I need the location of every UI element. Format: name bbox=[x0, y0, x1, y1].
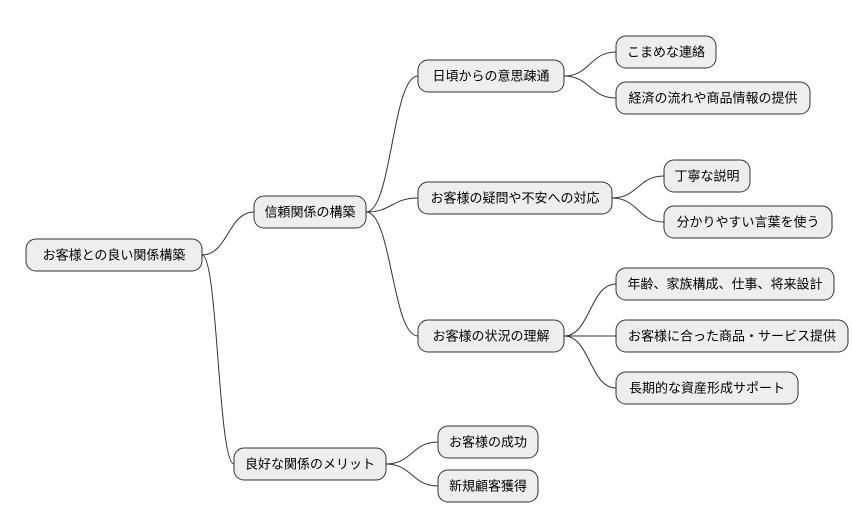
edge bbox=[366, 76, 418, 212]
mindmap-diagram: お客様との良い関係構築信頼関係の構築良好な関係のメリット日頃からの意思疎通お客様… bbox=[0, 0, 852, 527]
node-l4: 分かりやすい言葉を使う bbox=[664, 206, 832, 238]
node-label: お客様の状況の理解 bbox=[432, 329, 549, 344]
node-label: こまめな連絡 bbox=[627, 45, 705, 60]
node-label: 経済の流れや商品情報の提供 bbox=[628, 91, 797, 106]
nodes-group: お客様との良い関係構築信頼関係の構築良好な関係のメリット日頃からの意思疎通お客様… bbox=[26, 36, 848, 502]
node-label: 日頃からの意思疎通 bbox=[432, 69, 549, 84]
node-label: お客様の成功 bbox=[449, 435, 527, 450]
edge bbox=[564, 76, 616, 98]
node-label: 長期的な資産形成サポート bbox=[629, 381, 785, 396]
node-l3: 丁寧な説明 bbox=[664, 160, 750, 192]
node-root: お客様との良い関係構築 bbox=[26, 239, 202, 271]
edge bbox=[564, 336, 616, 388]
node-label: お客様との良い関係構築 bbox=[43, 248, 186, 263]
node-label: 分かりやすい言葉を使う bbox=[676, 215, 819, 230]
node-b2b: 新規顧客獲得 bbox=[438, 470, 538, 502]
node-b1a: 日頃からの意思疎通 bbox=[418, 60, 564, 92]
node-b1b: お客様の疑問や不安への対応 bbox=[418, 182, 612, 214]
edge bbox=[366, 198, 418, 212]
node-b1c: お客様の状況の理解 bbox=[418, 320, 564, 352]
node-l5: 年齢、家族構成、仕事、将来設計 bbox=[616, 268, 834, 300]
edges-group bbox=[202, 52, 664, 486]
node-label: お客様に合った商品・サービス提供 bbox=[628, 329, 836, 344]
edge bbox=[564, 52, 616, 76]
node-label: 年齢、家族構成、仕事、将来設計 bbox=[627, 277, 822, 292]
node-b2a: お客様の成功 bbox=[438, 426, 538, 458]
edge bbox=[386, 464, 438, 486]
node-l7: 長期的な資産形成サポート bbox=[616, 372, 798, 404]
node-label: 新規顧客獲得 bbox=[449, 479, 527, 494]
edge bbox=[202, 255, 234, 464]
edge bbox=[564, 284, 616, 336]
node-label: 良好な関係のメリット bbox=[245, 457, 375, 472]
node-label: 信頼関係の構築 bbox=[264, 205, 355, 220]
node-l2: 経済の流れや商品情報の提供 bbox=[616, 82, 810, 114]
node-b2: 良好な関係のメリット bbox=[234, 448, 386, 480]
edge bbox=[386, 442, 438, 464]
node-b1: 信頼関係の構築 bbox=[254, 196, 366, 228]
node-label: 丁寧な説明 bbox=[674, 169, 739, 184]
node-l1: こまめな連絡 bbox=[616, 36, 716, 68]
node-l6: お客様に合った商品・サービス提供 bbox=[616, 320, 848, 352]
edge bbox=[202, 212, 254, 255]
edge bbox=[612, 198, 664, 222]
edge bbox=[366, 212, 418, 336]
edge bbox=[612, 176, 664, 198]
node-label: お客様の疑問や不安への対応 bbox=[430, 191, 599, 206]
